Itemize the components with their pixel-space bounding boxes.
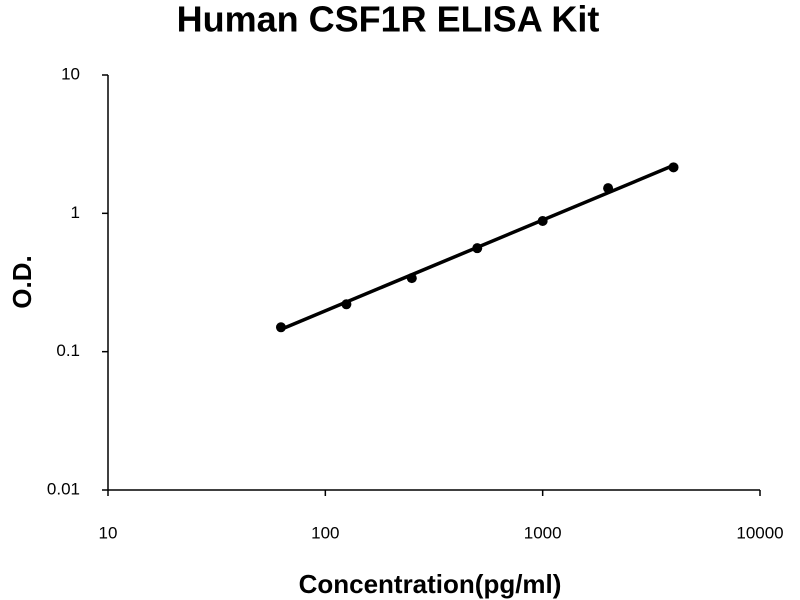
y-tick-label: 0.1 xyxy=(56,341,80,360)
x-tick-label: 10000 xyxy=(736,523,783,542)
data-point xyxy=(603,183,614,194)
data-point xyxy=(341,299,352,310)
data-point xyxy=(275,322,286,333)
x-tick-label: 10 xyxy=(99,523,118,542)
x-tick-label: 100 xyxy=(311,523,339,542)
x-axis-label: Concentration(pg/ml) xyxy=(299,569,562,599)
y-tick-label: 0.01 xyxy=(47,479,80,498)
data-point xyxy=(406,273,417,284)
y-tick-label: 1 xyxy=(71,203,80,222)
chart-title: Human CSF1R ELISA Kit xyxy=(177,0,600,40)
data-point xyxy=(668,162,679,173)
x-tick-label: 1000 xyxy=(524,523,562,542)
data-point xyxy=(537,216,548,227)
y-axis-label: O.D. xyxy=(7,255,37,308)
data-point xyxy=(472,243,483,254)
y-tick-label: 10 xyxy=(61,64,80,83)
